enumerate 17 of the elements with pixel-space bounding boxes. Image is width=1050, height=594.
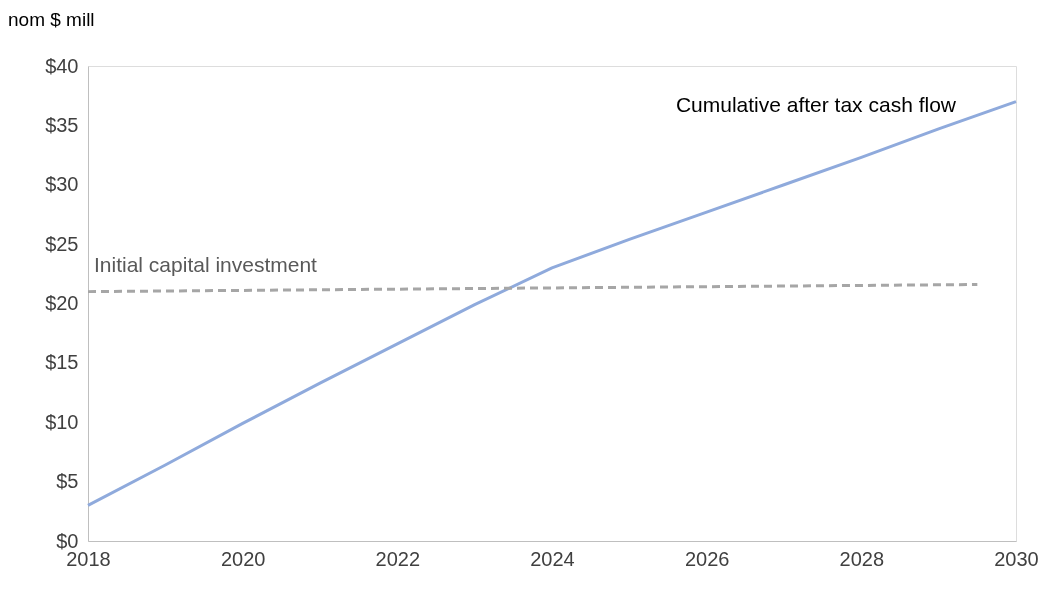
y-tick-label: $10: [45, 410, 79, 433]
y-tick-label: $35: [45, 113, 79, 136]
y-tick-label: $40: [45, 54, 79, 77]
y-tick-label: $5: [56, 470, 79, 493]
x-tick-label: 2024: [530, 547, 575, 570]
y-axis-title: nom $ mill: [8, 9, 95, 30]
y-tick-label: $15: [45, 351, 79, 374]
x-tick-label: 2022: [375, 547, 421, 570]
series-label: Initial capital investment: [94, 252, 318, 276]
y-tick-label: $20: [45, 292, 79, 314]
x-tick-label: 2026: [684, 547, 730, 570]
series-label: Cumulative after tax cash flow: [675, 92, 957, 116]
x-tick-label: 2028: [839, 547, 885, 570]
y-tick-label: $30: [45, 173, 79, 196]
x-tick-label: 2020: [220, 547, 266, 570]
x-tick-label: 2030: [994, 547, 1039, 570]
y-tick-label: $25: [45, 232, 79, 255]
